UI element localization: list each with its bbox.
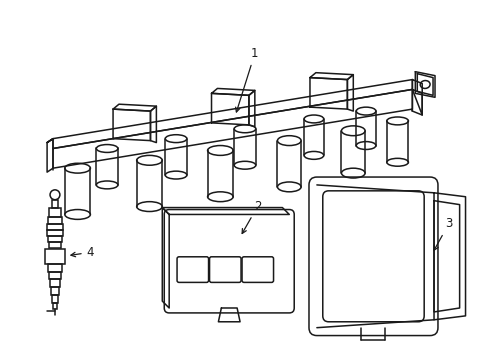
Bar	[48, 236, 62, 242]
Bar	[45, 249, 65, 264]
Bar	[48, 217, 62, 224]
Bar	[53, 303, 57, 309]
Text: 4: 4	[71, 246, 94, 259]
Bar	[50, 279, 60, 287]
Bar	[52, 200, 58, 208]
Bar	[48, 264, 62, 271]
Text: 3: 3	[433, 217, 451, 250]
Text: 1: 1	[235, 47, 258, 112]
Bar	[47, 230, 63, 236]
Bar	[49, 271, 61, 279]
Bar	[49, 208, 61, 217]
Bar	[52, 295, 58, 303]
Text: 2: 2	[242, 199, 261, 234]
Bar	[51, 287, 59, 295]
Bar	[47, 224, 63, 230]
Bar	[49, 242, 61, 248]
